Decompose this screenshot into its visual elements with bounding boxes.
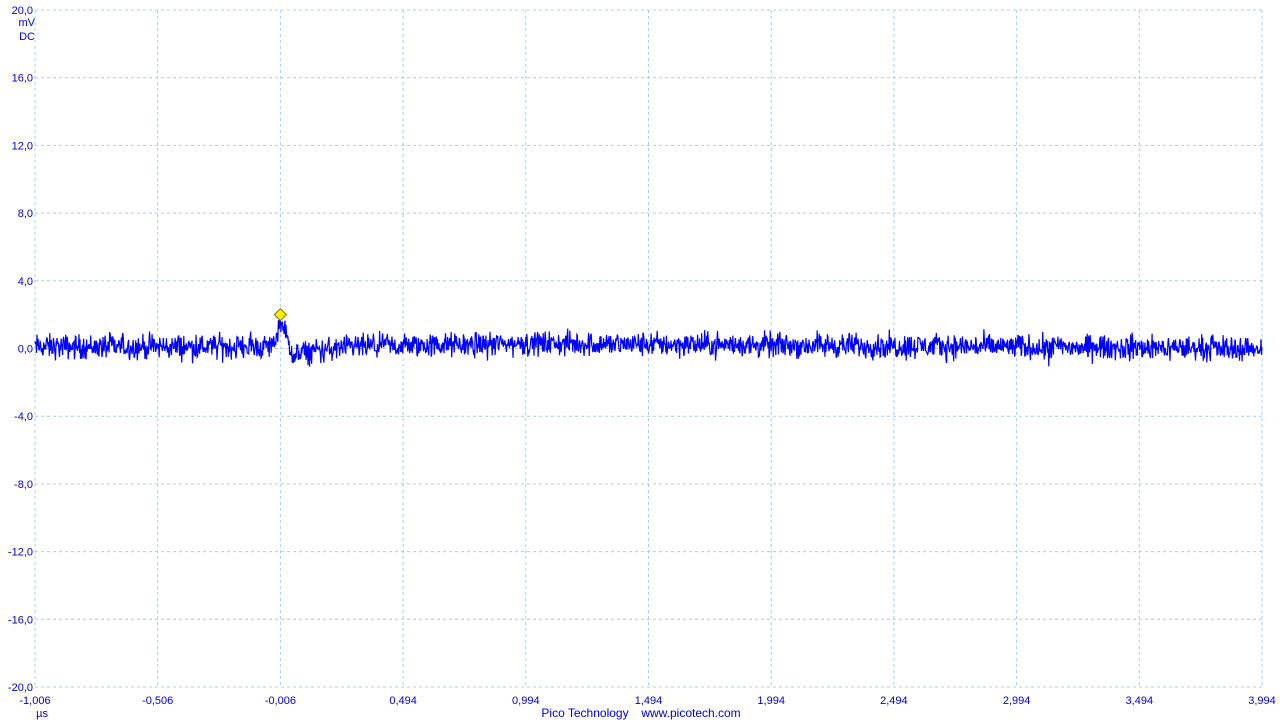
- y-tick-label: -12,0: [8, 547, 33, 559]
- x-tick-label: -0,006: [265, 695, 296, 707]
- footer-brand: Pico Technology: [541, 706, 628, 720]
- y-tick-label: -16,0: [8, 614, 33, 626]
- y-coupling-label: DC: [19, 31, 35, 43]
- x-tick-label: -0,506: [142, 695, 173, 707]
- y-tick-label: -20,0: [8, 682, 33, 694]
- y-tick-label: 12,0: [12, 140, 33, 152]
- y-tick-label: -8,0: [14, 479, 33, 491]
- trigger-diamond-icon[interactable]: [273, 307, 288, 322]
- series-line: [34, 313, 1263, 367]
- y-tick-label: 0,0: [18, 344, 33, 356]
- x-tick-label: 0,494: [389, 695, 417, 707]
- y-tick-labels: 20,0 16,0 12,0 8,0 4,0 0,0 -4,0 -8,0 -12,0 -16,0 -…: [8, 5, 33, 694]
- y-tick-label: 4,0: [18, 276, 33, 288]
- x-unit-label: µs: [36, 708, 48, 720]
- y-tick-label: 8,0: [18, 208, 33, 220]
- y-tick-label: -4,0: [14, 411, 33, 423]
- x-tick-label: 2,994: [1003, 695, 1031, 707]
- x-tick-label: 1,994: [757, 695, 785, 707]
- y-tick-label: 20,0: [12, 5, 33, 17]
- y-unit-label: mV: [19, 17, 36, 29]
- x-tick-label: 1,494: [635, 695, 663, 707]
- x-tick-label: 2,494: [880, 695, 908, 707]
- x-tick-label: 0,994: [512, 695, 540, 707]
- x-tick-label: 3,994: [1248, 695, 1276, 707]
- y-tick-label: 16,0: [12, 73, 33, 85]
- x-tick-label: -1,006: [19, 695, 50, 707]
- footer-url: www.picotech.com: [640, 706, 740, 720]
- x-tick-labels: -1,006 -0,506 -0,006 0,494 0,994 1,494 1,994 2,…: [19, 695, 1275, 707]
- signal-trace: [34, 313, 1263, 367]
- trigger-marker[interactable]: [273, 307, 288, 322]
- x-tick-label: 3,494: [1126, 695, 1154, 707]
